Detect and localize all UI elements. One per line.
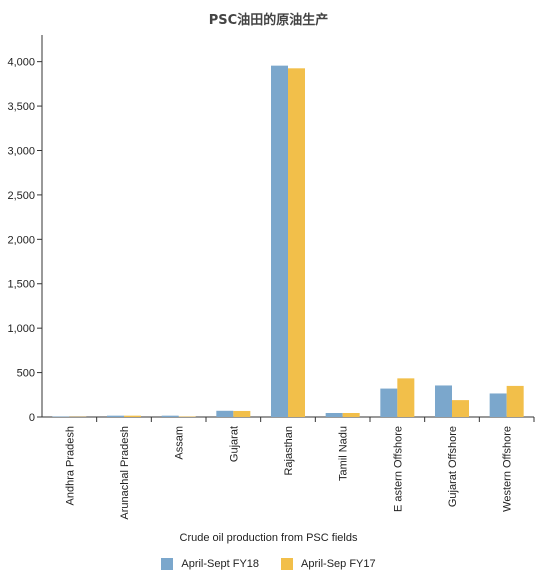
y-tick-label: 1,500: [7, 279, 35, 291]
x-tick-label: Gujarat: [228, 426, 240, 462]
bar-fy18: [216, 410, 234, 417]
chart-title: PSC油田的原油生产: [208, 13, 329, 28]
legend-label-series-2: April-Sep FY17: [301, 558, 376, 570]
bar-fy18: [107, 415, 124, 417]
y-tick-label: 0: [29, 412, 35, 424]
x-tick-label: Arunachal Pradesh: [119, 426, 131, 520]
bar-fy17: [233, 410, 251, 417]
legend-item-series-1[interactable]: April-Sept FY18: [161, 558, 259, 570]
legend-swatch-series-2: [281, 558, 294, 570]
x-tick-label: Tamil Nadu: [338, 426, 350, 481]
x-tick-label: Andhra Pradesh: [64, 426, 76, 506]
bar-fy18: [161, 415, 179, 417]
y-tick-label: 2,500: [7, 190, 35, 202]
x-tick-label: Western Offshore: [502, 426, 514, 512]
x-tick-label: E astern Offshore: [392, 426, 404, 512]
y-tick-label: 3,000: [7, 145, 35, 157]
x-axis-label: Crude oil production from PSC fields: [179, 532, 358, 544]
bar-fy17: [124, 415, 141, 417]
x-tick-label: Gujarat Offshore: [447, 426, 459, 507]
legend: April-Sept FY18 April-Sep FY17: [0, 558, 537, 570]
y-tick-label: 500: [17, 368, 35, 380]
y-tick-label: 3,500: [7, 101, 35, 113]
bar-fy17: [506, 385, 524, 417]
bar-fy17: [397, 378, 415, 417]
legend-item-series-2[interactable]: April-Sep FY17: [281, 558, 376, 570]
y-tick-label: 1,000: [7, 323, 35, 335]
bar-fy18: [435, 385, 452, 417]
x-tick-label: Rajasthan: [283, 426, 295, 476]
bar-fy17: [342, 413, 360, 417]
y-tick-label: 2,000: [7, 234, 35, 246]
bar-fy17: [452, 400, 469, 417]
x-tick-label: Assam: [174, 426, 186, 460]
legend-label-series-1: April-Sept FY18: [181, 558, 260, 570]
bar-fy18: [380, 388, 398, 417]
bar-fy18: [489, 393, 507, 417]
legend-swatch-series-1: [161, 558, 174, 570]
y-tick-label: 4,000: [7, 57, 35, 69]
bar-fy17: [288, 68, 305, 417]
bar-fy18: [325, 413, 343, 417]
bar-fy18: [271, 65, 288, 417]
